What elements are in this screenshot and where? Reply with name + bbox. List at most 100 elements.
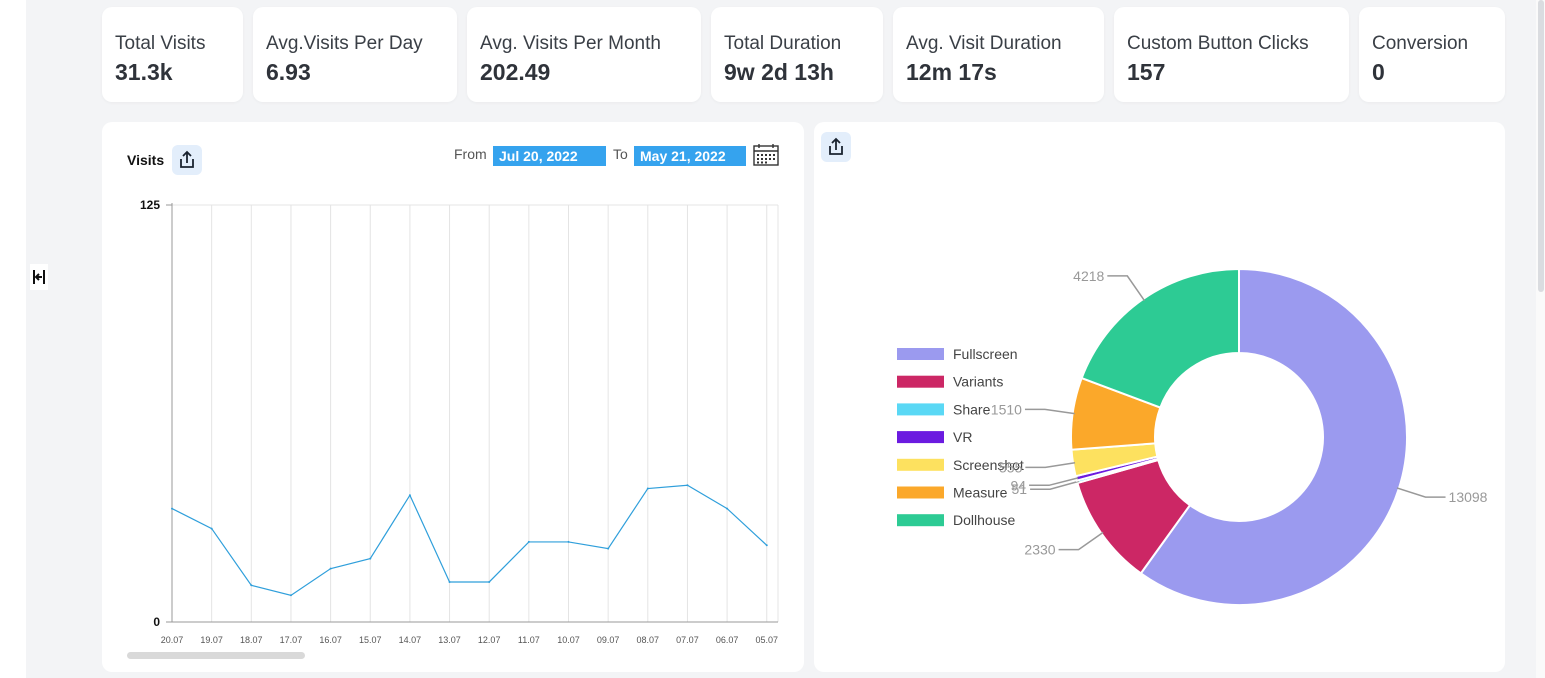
collapse-sidebar-icon — [33, 270, 45, 284]
legend-label: VR — [953, 429, 972, 445]
visits-data-point — [488, 580, 491, 583]
legend-swatch — [897, 431, 944, 444]
button-clicks-donut-chart: Fullscreen Variants Share VR Screenshot Measu… — [897, 267, 1488, 606]
x-tick-label: 10.07 — [557, 635, 580, 645]
x-tick-label: 05.07 — [755, 635, 778, 645]
x-tick-label: 19.07 — [200, 635, 223, 645]
stat-card-avg-visits-per-month: Avg. Visits Per Month 202.49 — [467, 7, 701, 102]
button-clicks-panel: Fullscreen Variants Share VR Screenshot Measu… — [814, 122, 1505, 672]
stat-card-avg-visits-per-day: Avg.Visits Per Day 6.93 — [253, 7, 457, 102]
y-tick-label: 0 — [153, 615, 160, 629]
stat-label: Avg.Visits Per Day — [266, 33, 423, 54]
x-tick-label: 11.07 — [518, 635, 540, 645]
x-tick-label: 12.07 — [478, 635, 501, 645]
stat-value: 6.93 — [266, 59, 311, 85]
share-icon — [829, 137, 843, 155]
visits-data-point — [765, 544, 768, 547]
visits-data-point — [369, 557, 372, 560]
sidebar-toggle-button[interactable] — [30, 264, 48, 290]
stat-value: 9w 2d 13h — [724, 59, 834, 85]
legend-swatch — [897, 486, 944, 499]
stat-label: Avg. Visit Duration — [906, 33, 1062, 54]
x-tick-label: 15.07 — [359, 635, 382, 645]
page-scrollbar[interactable] — [1536, 0, 1545, 678]
from-label: From — [454, 146, 487, 162]
stat-card-conversion: Conversion 0 — [1359, 7, 1505, 102]
legend-swatch — [897, 403, 944, 416]
stat-label: Custom Button Clicks — [1127, 33, 1309, 54]
visits-data-point — [607, 547, 610, 550]
x-tick-label: 08.07 — [637, 635, 660, 645]
visits-data-point — [646, 487, 649, 490]
visits-data-point — [329, 567, 332, 570]
data-label-leader — [1396, 487, 1446, 498]
legend-label: Screenshot — [953, 457, 1024, 473]
x-tick-label: 06.07 — [716, 635, 739, 645]
stat-value: 12m 17s — [906, 59, 997, 85]
data-label: 51 — [1012, 481, 1028, 497]
stat-label: Avg. Visits Per Month — [480, 33, 661, 54]
visits-title: Visits — [127, 152, 165, 168]
data-label-leader — [1025, 461, 1076, 469]
stat-label: Total Duration — [724, 33, 842, 54]
legend-swatch — [897, 375, 944, 388]
chart-horizontal-scrollbar[interactable] — [127, 652, 305, 659]
visits-data-point — [171, 507, 173, 510]
data-label: 1510 — [991, 401, 1022, 417]
calendar-icon — [753, 144, 779, 166]
x-tick-label: 14.07 — [399, 635, 422, 645]
legend-label: Dollhouse — [953, 512, 1015, 528]
stat-card-avg-visit-duration: Avg. Visit Duration 12m 17s — [893, 7, 1104, 102]
visits-data-point — [686, 484, 689, 487]
from-date-input[interactable]: Jul 20, 2022 — [493, 146, 606, 166]
data-label: 13098 — [1449, 489, 1488, 505]
stat-value: 31.3k — [115, 59, 173, 85]
calendar-button[interactable] — [753, 143, 779, 172]
legend-label: Share — [953, 401, 991, 417]
data-label-leader — [1030, 480, 1080, 490]
visits-data-point — [250, 584, 253, 587]
pie-export-button[interactable] — [821, 132, 851, 162]
stat-card-custom-button-clicks: Custom Button Clicks 157 — [1114, 7, 1349, 102]
x-tick-label: 17.07 — [280, 635, 303, 645]
scrollbar-thumb[interactable] — [1538, 0, 1544, 292]
visits-export-button[interactable] — [172, 145, 202, 175]
legend-swatch — [897, 458, 944, 471]
x-tick-label: 18.07 — [240, 635, 263, 645]
visits-line-chart: 0 125 20.07 19.07 18.07 17.07 16.07 15.07 14.07 1… — [140, 198, 779, 645]
visits-data-point — [726, 507, 729, 510]
stat-card-total-duration: Total Duration 9w 2d 13h — [711, 7, 883, 102]
data-label: 94 — [1010, 477, 1026, 493]
visits-data-point — [408, 494, 411, 497]
visits-data-point — [567, 540, 570, 543]
data-label-leader — [1107, 275, 1146, 302]
stat-value: 0 — [1372, 59, 1385, 85]
visits-data-point — [210, 527, 213, 530]
stat-label: Total Visits — [115, 33, 206, 54]
y-tick-label: 125 — [140, 198, 160, 212]
x-tick-label: 13.07 — [438, 635, 461, 645]
share-icon — [180, 150, 194, 168]
data-label: 2330 — [1024, 542, 1055, 558]
stat-value: 202.49 — [480, 59, 551, 85]
legend-label: Measure — [953, 485, 1008, 501]
legend-label: Variants — [953, 374, 1003, 390]
to-date-input[interactable]: May 21, 2022 — [634, 146, 746, 166]
x-tick-label: 09.07 — [597, 635, 620, 645]
data-label-leader — [1029, 477, 1079, 487]
data-label-leader — [1024, 408, 1075, 415]
donut-slice — [1139, 267, 1408, 606]
visits-panel: Visits From Jul 20, 2022 To May 21, 2022… — [102, 122, 804, 672]
legend-swatch — [897, 514, 944, 527]
data-label-leader — [1058, 531, 1104, 551]
data-label: 555 — [999, 459, 1023, 475]
stat-label: Conversion — [1372, 33, 1469, 54]
to-label: To — [613, 146, 628, 162]
stat-value: 157 — [1127, 59, 1166, 85]
visits-data-point — [289, 594, 292, 597]
visits-series-line — [171, 484, 768, 596]
x-tick-label: 07.07 — [676, 635, 699, 645]
x-tick-label: 16.07 — [319, 635, 342, 645]
stat-card-total-visits: Total Visits 31.3k — [102, 7, 243, 102]
legend-label: Fullscreen — [953, 346, 1018, 362]
